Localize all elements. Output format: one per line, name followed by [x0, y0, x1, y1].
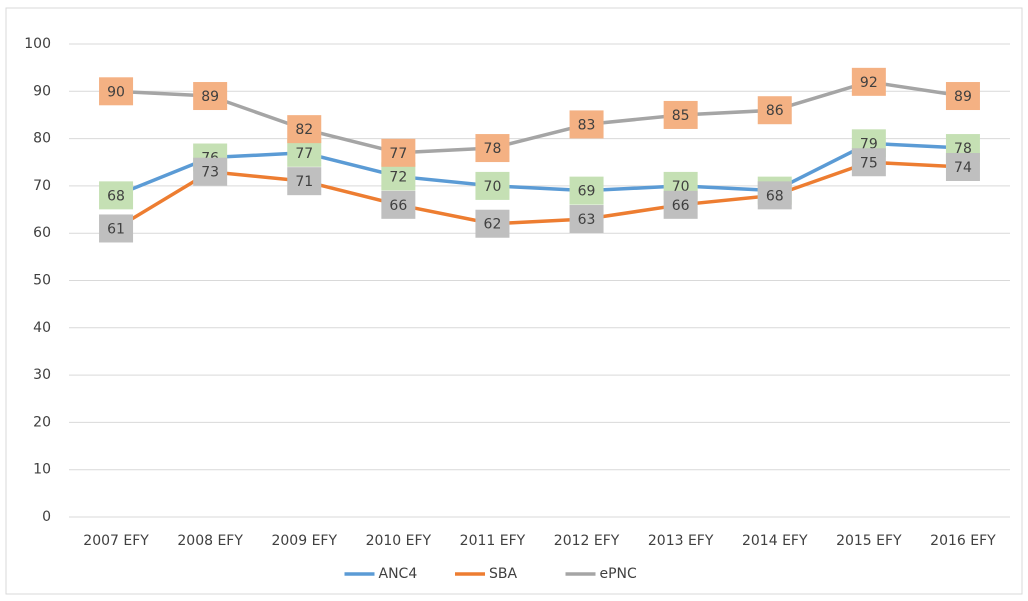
x-tick-label: 2010 EFY — [366, 533, 432, 549]
data-label: 68 — [766, 188, 784, 204]
data-label: 83 — [578, 117, 596, 133]
data-label-box — [945, 152, 980, 181]
x-tick-label: 2016 EFY — [930, 533, 996, 549]
data-label-box — [851, 148, 886, 177]
data-label: 77 — [389, 146, 407, 162]
x-tick-label: 2014 EFY — [742, 533, 808, 549]
data-label-box — [475, 134, 510, 163]
legend-label: ePNC — [600, 566, 638, 582]
y-tick-label: 50 — [33, 273, 51, 289]
legend-label: ANC4 — [379, 566, 418, 582]
y-tick-label: 40 — [33, 320, 51, 336]
data-label: 73 — [201, 165, 219, 181]
y-tick-label: 0 — [42, 509, 51, 525]
y-tick-label: 60 — [33, 225, 51, 241]
data-label-box — [99, 214, 134, 243]
y-tick-label: 100 — [24, 36, 51, 52]
data-label-box — [99, 181, 134, 210]
data-label: 70 — [484, 179, 502, 195]
data-label-box — [475, 171, 510, 200]
data-label-box — [851, 67, 886, 96]
series-line — [115, 141, 964, 197]
x-tick-label: 2007 EFY — [83, 533, 149, 549]
data-label: 90 — [107, 84, 125, 100]
data-label-box — [287, 115, 322, 144]
data-label-box — [381, 138, 416, 167]
x-tick-label: 2013 EFY — [648, 533, 714, 549]
y-tick-label: 80 — [33, 131, 51, 147]
y-tick-label: 20 — [33, 414, 51, 430]
data-label: 74 — [954, 160, 972, 176]
legend-label: SBA — [489, 566, 517, 582]
x-tick-label: 2009 EFY — [271, 533, 337, 549]
chart-border — [5, 7, 1023, 595]
data-label: 62 — [484, 217, 502, 233]
series-line — [115, 80, 964, 155]
series-line — [115, 160, 964, 230]
data-label-box — [569, 176, 604, 205]
y-tick-label: 10 — [33, 462, 51, 478]
x-tick-label: 2008 EFY — [177, 533, 243, 549]
data-label-box — [663, 190, 698, 219]
y-tick-label: 90 — [33, 83, 51, 99]
x-tick-label: 2015 EFY — [836, 533, 902, 549]
data-label-box — [99, 77, 134, 106]
data-label: 72 — [389, 169, 407, 185]
data-label-box — [945, 82, 980, 111]
data-label: 66 — [389, 198, 407, 214]
data-label-box — [381, 190, 416, 219]
y-tick-label: 70 — [33, 178, 51, 194]
data-label: 68 — [107, 188, 125, 204]
data-label-box — [287, 138, 322, 167]
y-tick-label: 30 — [33, 367, 51, 383]
data-label-box — [287, 167, 322, 196]
data-label: 61 — [107, 221, 125, 237]
data-label-box — [475, 209, 510, 238]
data-label: 89 — [954, 89, 972, 105]
data-label: 63 — [578, 212, 596, 228]
data-label-box — [757, 96, 792, 125]
data-label-box — [569, 110, 604, 139]
data-label: 89 — [201, 89, 219, 105]
data-label: 82 — [295, 122, 313, 138]
data-label-box — [663, 100, 698, 129]
x-tick-label: 2012 EFY — [554, 533, 620, 549]
data-label: 69 — [578, 184, 596, 200]
data-label: 77 — [295, 146, 313, 162]
data-label-box — [569, 205, 604, 234]
x-tick-label: 2011 EFY — [460, 533, 526, 549]
data-label: 75 — [860, 155, 878, 171]
data-label: 78 — [484, 141, 502, 157]
data-label: 71 — [295, 174, 313, 190]
data-label: 85 — [672, 108, 690, 124]
data-label-box — [757, 181, 792, 210]
data-label: 66 — [672, 198, 690, 214]
data-label: 86 — [766, 103, 784, 119]
data-label-box — [381, 162, 416, 191]
data-label: 92 — [860, 75, 878, 91]
data-label-box — [193, 82, 228, 111]
data-label-box — [193, 157, 228, 186]
